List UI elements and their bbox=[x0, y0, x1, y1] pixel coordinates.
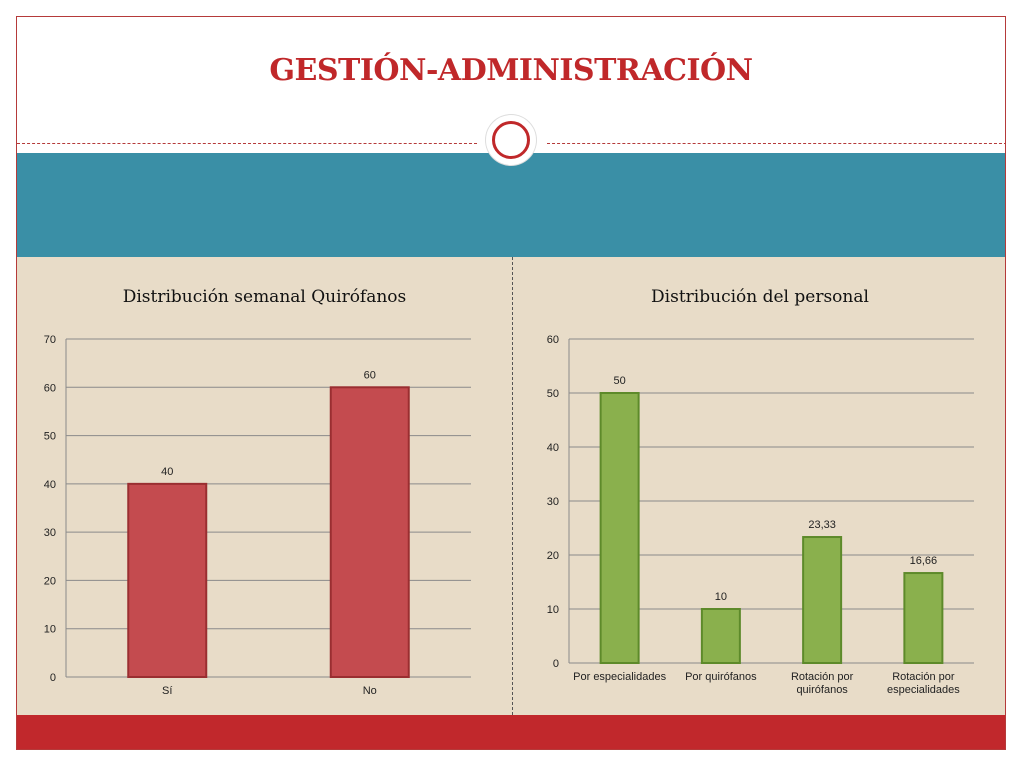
circle-ornament-icon bbox=[486, 115, 536, 165]
x-tick-label: quirófanos bbox=[796, 684, 848, 696]
y-tick-label: 30 bbox=[547, 496, 559, 508]
content-area: Distribución semanal Quirófanos 0 10 20 30 4… bbox=[17, 257, 1005, 715]
slide: GESTIÓN-ADMINISTRACIÓN Distribución sema… bbox=[16, 16, 1006, 750]
x-tick-label: Por especialidades bbox=[573, 671, 666, 683]
x-tick-label: No bbox=[363, 685, 377, 697]
data-label: 60 bbox=[364, 369, 376, 381]
bar bbox=[700, 608, 741, 664]
data-label: 50 bbox=[614, 375, 626, 387]
y-tick-label: 60 bbox=[44, 382, 56, 394]
x-tick-label: Sí bbox=[162, 685, 172, 697]
y-tick-label: 10 bbox=[547, 604, 559, 616]
y-tick-label: 50 bbox=[547, 388, 559, 400]
chart-title: Distribución del personal bbox=[651, 287, 869, 307]
y-tick-label: 20 bbox=[547, 550, 559, 562]
data-label: 40 bbox=[161, 466, 173, 478]
chart-title: Distribución semanal Quirófanos bbox=[122, 287, 407, 307]
y-tick-label: 0 bbox=[50, 672, 56, 684]
x-tick-label: especialidades bbox=[887, 684, 960, 696]
bar bbox=[599, 392, 640, 664]
y-tick-label: 50 bbox=[44, 431, 56, 443]
bar bbox=[802, 536, 843, 665]
y-tick-label: 40 bbox=[547, 442, 559, 454]
title-divider-right bbox=[547, 143, 1005, 144]
x-tick-label: Rotación por bbox=[892, 671, 955, 683]
y-tick-label: 10 bbox=[44, 624, 56, 636]
y-tick-label: 70 bbox=[44, 334, 56, 346]
data-label: 16,66 bbox=[910, 555, 938, 567]
x-tick-label: Rotación por bbox=[791, 671, 854, 683]
y-tick-label: 20 bbox=[44, 575, 56, 587]
bar bbox=[329, 386, 410, 679]
data-label: 23,33 bbox=[808, 519, 836, 531]
panel-divider bbox=[512, 257, 513, 715]
slide-title: GESTIÓN-ADMINISTRACIÓN bbox=[269, 53, 753, 88]
title-divider-left bbox=[17, 143, 477, 144]
y-tick-label: 30 bbox=[44, 527, 56, 539]
y-tick-label: 60 bbox=[547, 334, 559, 346]
header-band bbox=[17, 153, 1005, 257]
chart-quirofanos: Distribución semanal Quirófanos 0 10 20 30 4… bbox=[17, 257, 512, 715]
y-tick-label: 0 bbox=[553, 658, 559, 670]
bar bbox=[127, 482, 208, 678]
chart-personal-plot: 0 10 20 30 40 50 60 50 Por especialidades 10 Por q… bbox=[547, 334, 974, 696]
data-label: 10 bbox=[715, 591, 727, 603]
y-tick-label: 40 bbox=[44, 479, 56, 491]
footer-band bbox=[17, 715, 1005, 749]
bar bbox=[903, 572, 944, 665]
chart-personal: Distribución del personal 0 10 20 30 40 50 60 5… bbox=[513, 257, 1005, 715]
x-tick-label: Por quirófanos bbox=[685, 671, 757, 683]
chart-quirofanos-plot: 0 10 20 30 40 50 60 70 40 Sí 60 No bbox=[44, 334, 471, 697]
